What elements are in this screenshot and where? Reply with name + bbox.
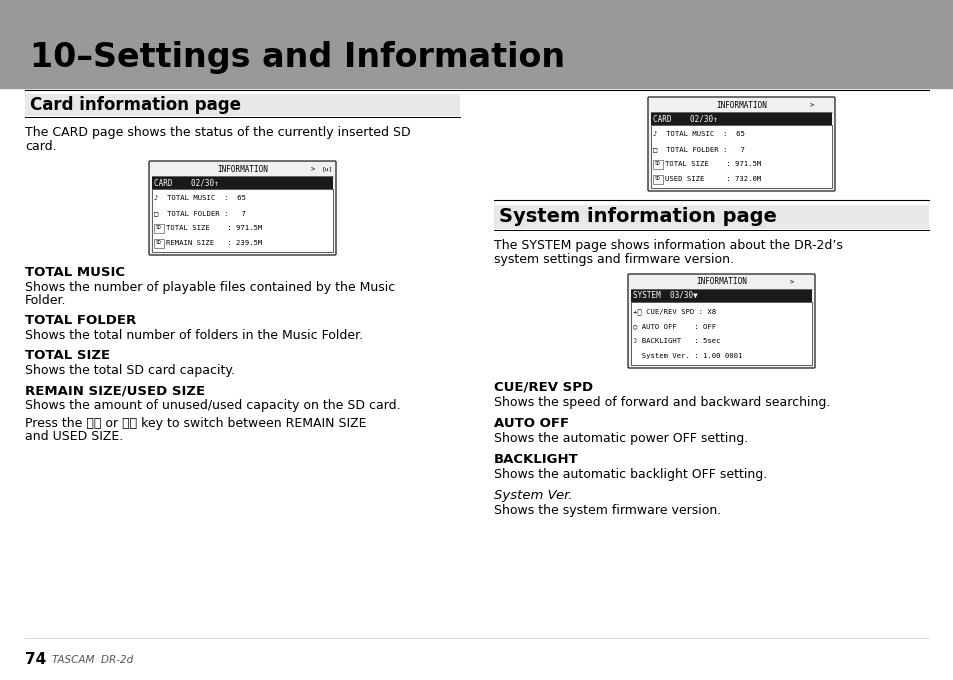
Text: Shows the speed of forward and backward searching.: Shows the speed of forward and backward … [494, 396, 829, 409]
Text: □  TOTAL FOLDER :   7: □ TOTAL FOLDER : 7 [652, 146, 744, 152]
FancyBboxPatch shape [149, 161, 335, 255]
Text: Shows the number of playable files contained by the Music: Shows the number of playable files conta… [25, 281, 395, 294]
Text: Shows the automatic backlight OFF setting.: Shows the automatic backlight OFF settin… [494, 468, 766, 481]
Text: TOTAL SIZE    : 971.5M: TOTAL SIZE : 971.5M [664, 161, 760, 167]
Text: System Ver.: System Ver. [494, 489, 572, 502]
Text: BACKLIGHT: BACKLIGHT [494, 453, 578, 466]
Text: 74: 74 [25, 653, 46, 668]
Text: system settings and firmware version.: system settings and firmware version. [494, 253, 733, 266]
Text: card.: card. [25, 140, 56, 153]
Text: SYSTEM  03/30▼: SYSTEM 03/30▼ [633, 291, 697, 300]
Text: TASCAM  DR-2d: TASCAM DR-2d [52, 655, 133, 665]
Text: Shows the automatic power OFF setting.: Shows the automatic power OFF setting. [494, 432, 747, 445]
Bar [630, 302, 811, 365]
Text: SD: SD [156, 240, 162, 245]
Bar [153, 239, 164, 248]
Text: >: > [789, 279, 793, 285]
Text: Press the ⏮⏮ or ⏭⏭ key to switch between REMAIN SIZE: Press the ⏮⏮ or ⏭⏭ key to switch between… [25, 417, 366, 430]
Text: SD: SD [156, 225, 162, 231]
Bar [652, 160, 662, 169]
Text: INFORMATION: INFORMATION [716, 101, 766, 109]
FancyBboxPatch shape [647, 97, 834, 191]
Bar [152, 189, 333, 252]
Text: TOTAL MUSIC: TOTAL MUSIC [25, 266, 125, 279]
Text: CARD    02/30↑: CARD 02/30↑ [153, 178, 218, 187]
Text: INFORMATION: INFORMATION [217, 165, 268, 173]
Bar [152, 176, 333, 189]
Text: System information page: System information page [498, 207, 776, 226]
Text: TOTAL SIZE: TOTAL SIZE [25, 349, 110, 362]
Text: Shows the system firmware version.: Shows the system firmware version. [494, 504, 720, 517]
Text: The CARD page shows the status of the currently inserted SD: The CARD page shows the status of the cu… [25, 126, 410, 139]
Text: System Ver. : 1.00 0001: System Ver. : 1.00 0001 [633, 353, 741, 358]
Bar [650, 125, 831, 188]
Text: The SYSTEM page shows information about the DR-2d’s: The SYSTEM page shows information about … [494, 239, 842, 252]
Text: ♪  TOTAL MUSIC  :  65: ♪ TOTAL MUSIC : 65 [652, 131, 744, 137]
Text: SD: SD [655, 176, 660, 181]
Text: +⁄ CUE/REV SPD : X8: +⁄ CUE/REV SPD : X8 [633, 308, 716, 315]
Text: Shows the total number of folders in the Music Folder.: Shows the total number of folders in the… [25, 329, 363, 342]
Text: AUTO OFF: AUTO OFF [494, 417, 569, 430]
Text: USED SIZE     : 732.0M: USED SIZE : 732.0M [664, 175, 760, 182]
Bar [652, 175, 662, 184]
Text: REMAIN SIZE/USED SIZE: REMAIN SIZE/USED SIZE [25, 384, 205, 397]
Text: TOTAL SIZE    : 971.5M: TOTAL SIZE : 971.5M [166, 225, 262, 231]
Text: [u]: [u] [321, 167, 333, 171]
Text: >: > [809, 102, 813, 108]
Text: Shows the amount of unused/used capacity on the SD card.: Shows the amount of unused/used capacity… [25, 399, 400, 412]
Bar [630, 289, 811, 302]
Text: Shows the total SD card capacity.: Shows the total SD card capacity. [25, 364, 234, 377]
Text: ♪  TOTAL MUSIC  :  65: ♪ TOTAL MUSIC : 65 [153, 195, 246, 201]
Text: SD: SD [655, 161, 660, 167]
Text: ○ AUTO OFF    : OFF: ○ AUTO OFF : OFF [633, 323, 716, 329]
Bar [0, 0, 953, 88]
Text: □  TOTAL FOLDER :   7: □ TOTAL FOLDER : 7 [153, 210, 246, 216]
Text: INFORMATION: INFORMATION [696, 277, 746, 286]
Text: and USED SIZE.: and USED SIZE. [25, 430, 123, 443]
Text: >: > [311, 166, 314, 172]
Text: Card information page: Card information page [30, 96, 241, 114]
Bar [494, 205, 928, 229]
Text: Folder.: Folder. [25, 294, 67, 307]
Text: REMAIN SIZE   : 239.5M: REMAIN SIZE : 239.5M [166, 239, 262, 245]
Bar [153, 224, 164, 233]
Bar [650, 112, 831, 125]
Bar [25, 94, 459, 116]
Text: CARD    02/30↑: CARD 02/30↑ [652, 114, 717, 123]
Text: CUE/REV SPD: CUE/REV SPD [494, 381, 593, 394]
Text: 10–Settings and Information: 10–Settings and Information [30, 41, 564, 75]
Text: TOTAL FOLDER: TOTAL FOLDER [25, 314, 136, 327]
Text: ☽ BACKLIGHT   : 5sec: ☽ BACKLIGHT : 5sec [633, 338, 720, 344]
FancyBboxPatch shape [627, 274, 814, 368]
